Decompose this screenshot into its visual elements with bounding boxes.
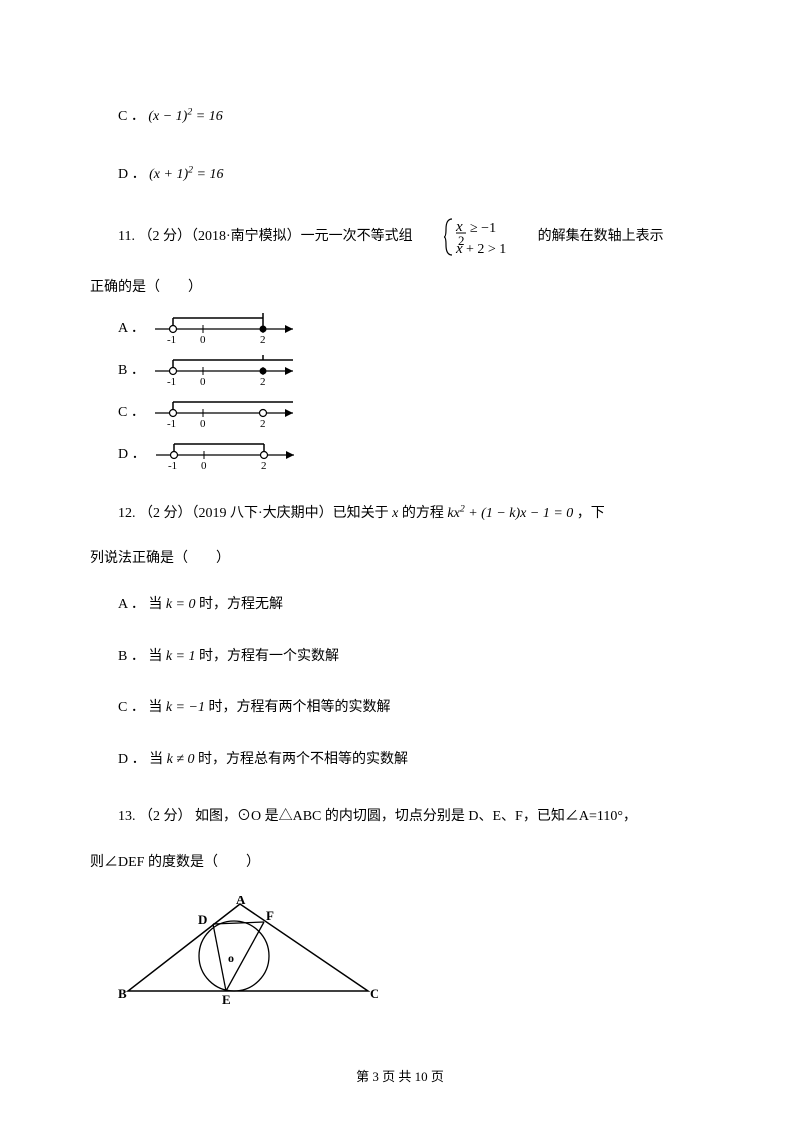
svg-text:-1: -1	[167, 376, 176, 388]
q11-stem: 11. （2 分）（2018·南宁模拟）一元一次不等式组 x 2 ≥ −1 x …	[90, 215, 710, 259]
svg-text:A: A	[236, 896, 246, 907]
q12-mid: 的方程	[402, 506, 448, 521]
svg-text:-1: -1	[167, 418, 176, 430]
q12-prefix: 12. （2 分）（2019 八下·大庆期中）已知关于	[118, 506, 392, 521]
q12-option-a: A ． 当 k = 0 时，方程无解	[90, 588, 710, 622]
cond: k ≠ 0	[167, 752, 195, 767]
q11-suffix: 的解集在数轴上表示	[538, 229, 664, 244]
q13-figure: A B C D E F o	[118, 896, 710, 1020]
tail: 时，方程有一个实数解	[199, 649, 339, 664]
q11-option-a: A ． -1 0 2	[90, 311, 710, 347]
q12-option-c: C ． 当 k = −1 时，方程有两个相等的实数解	[90, 691, 710, 725]
tail: 时，方程有两个相等的实数解	[208, 700, 390, 715]
option-label: A ． 当	[118, 597, 166, 612]
page-footer: 第 3 页 共 10 页	[0, 1061, 800, 1092]
numberline-d: -1 0 2	[146, 437, 306, 473]
q12-equation: kx2 + (1 − k)x − 1 = 0	[447, 506, 573, 521]
svg-text:D: D	[198, 912, 207, 927]
q10-option-c: C ． (x − 1)2 = 16	[90, 100, 710, 134]
option-label: B ．	[90, 354, 145, 388]
option-label: D ．	[90, 438, 146, 472]
svg-text:0: 0	[200, 334, 206, 346]
svg-text:-1: -1	[167, 334, 176, 346]
option-label: B ． 当	[118, 649, 166, 664]
svg-text:0: 0	[201, 460, 207, 472]
q12-stem: 12. （2 分）（2019 八下·大庆期中）已知关于 x 的方程 kx2 + …	[90, 497, 710, 531]
cond: k = 1	[166, 649, 196, 664]
svg-text:o: o	[228, 951, 234, 965]
option-label: D ．	[118, 167, 146, 182]
q12-suffix: ，下	[577, 506, 605, 521]
svg-text:0: 0	[200, 376, 206, 388]
q12-option-d: D ． 当 k ≠ 0 时，方程总有两个不相等的实数解	[90, 743, 710, 777]
q12-option-b: B ． 当 k = 1 时，方程有一个实数解	[90, 640, 710, 674]
cond: k = −1	[166, 700, 205, 715]
q11-option-c: C ． -1 0 2	[90, 395, 710, 431]
svg-text:B: B	[118, 986, 127, 1001]
svg-text:-1: -1	[168, 460, 177, 472]
formula: (x − 1)2 = 16	[148, 109, 222, 124]
q11-prefix: 11. （2 分）（2018·南宁模拟）一元一次不等式组	[118, 229, 416, 244]
inequality-system: x 2 ≥ −1 x + 2 > 1	[416, 215, 534, 259]
q12-line2: 列说法正确是（ ）	[90, 542, 710, 576]
q10-option-d: D ． (x + 1)2 = 16	[90, 158, 710, 192]
svg-text:E: E	[222, 992, 231, 1006]
q11-line2: 正确的是（ ）	[90, 271, 710, 305]
svg-text:C: C	[370, 986, 378, 1001]
numberline-b: -1 0 2	[145, 353, 305, 389]
formula: (x + 1)2 = 16	[149, 167, 223, 182]
tail: 时，方程无解	[199, 597, 283, 612]
option-label: D ． 当	[118, 752, 167, 767]
svg-text:x: x	[455, 241, 463, 257]
option-label: C ．	[90, 396, 145, 430]
numberline-c: -1 0 2	[145, 395, 305, 431]
q13-line1: 13. （2 分） 如图，⊙O 是△ABC 的内切圆，切点分别是 D、E、F，已…	[90, 800, 710, 834]
cond: k = 0	[166, 597, 196, 612]
numberline-a: -1 0 2	[145, 311, 305, 347]
svg-text:+ 2 > 1: + 2 > 1	[466, 242, 506, 257]
svg-text:2: 2	[260, 376, 266, 388]
option-label: A ．	[90, 312, 145, 346]
q11-option-d: D ． -1 0 2	[90, 437, 710, 473]
svg-text:2: 2	[260, 418, 266, 430]
option-label: C ．	[118, 109, 145, 124]
svg-text:0: 0	[200, 418, 206, 430]
svg-text:F: F	[266, 908, 274, 923]
option-label: C ． 当	[118, 700, 166, 715]
svg-text:2: 2	[261, 460, 267, 472]
svg-text:≥ −1: ≥ −1	[470, 221, 496, 236]
svg-text:2: 2	[260, 334, 266, 346]
tail: 时，方程总有两个不相等的实数解	[198, 752, 408, 767]
q13-line2: 则∠DEF 的度数是（ ）	[90, 846, 710, 880]
var-x: x	[392, 506, 398, 521]
q11-option-b: B ． -1 0 2	[90, 353, 710, 389]
